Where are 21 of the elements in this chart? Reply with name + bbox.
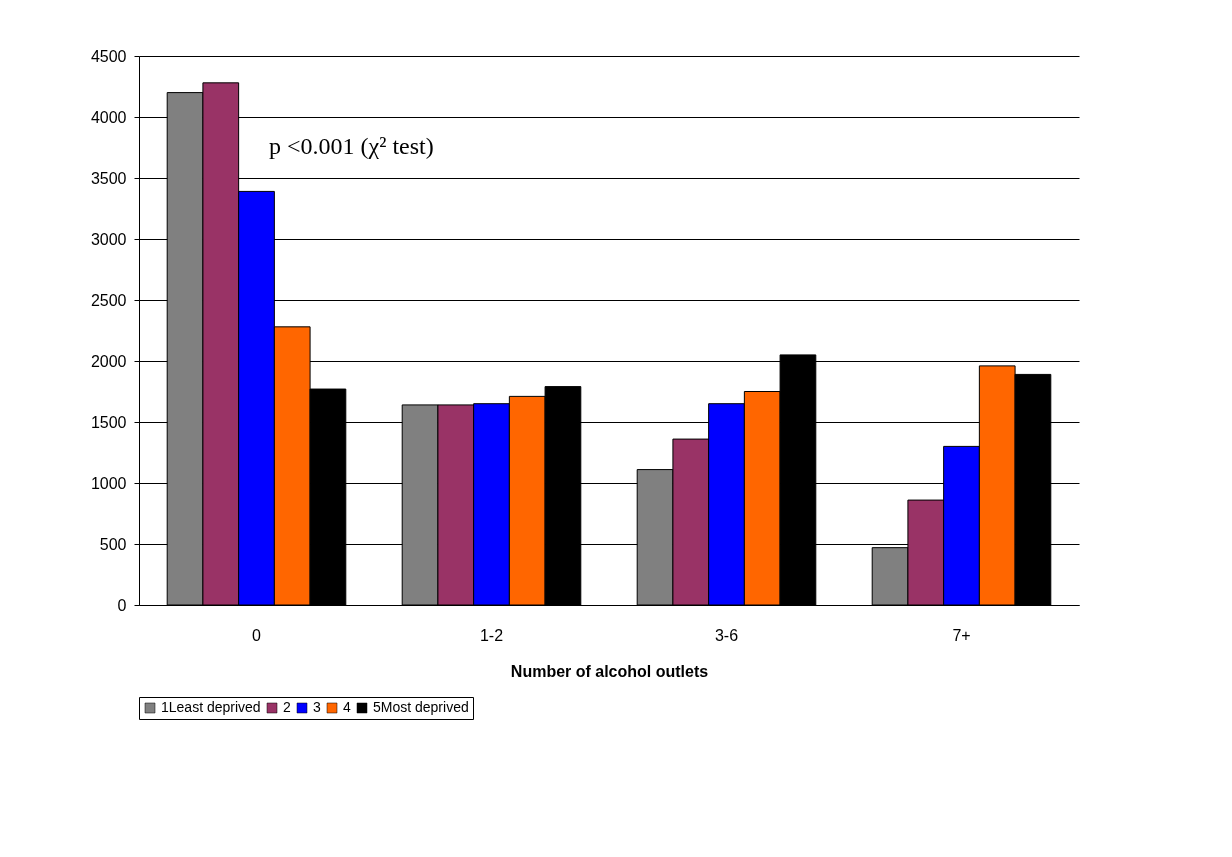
y-tick-label: 3500 — [90, 169, 127, 187]
legend-label: 4 — [343, 699, 351, 715]
legend-label: 1Least deprived — [161, 699, 261, 715]
legend-label: 3 — [313, 699, 321, 715]
legend-label: 5Most deprived — [373, 699, 469, 715]
y-tick-label: 2000 — [90, 352, 127, 370]
x-tick-label: 0 — [252, 626, 262, 644]
y-tick-label: 0 — [117, 596, 127, 614]
x-tick-label: 3-6 — [714, 626, 739, 644]
y-tick-label: 1500 — [90, 413, 127, 431]
x-tick-label: 1-2 — [479, 626, 504, 644]
annotation: p <0.001 (χ² test) — [269, 133, 434, 159]
y-tick-label: 1000 — [90, 474, 127, 492]
y-tick-label: 2500 — [90, 291, 127, 309]
legend-label: 2 — [283, 699, 291, 715]
x-tick-label: 7+ — [952, 626, 971, 644]
y-tick-label: 500 — [99, 535, 127, 553]
x-axis-title: Number of alcohol outlets — [510, 662, 709, 680]
y-tick-label: 3000 — [90, 230, 127, 248]
y-tick-label: 4000 — [90, 108, 127, 126]
y-tick-label: 4500 — [90, 47, 127, 65]
